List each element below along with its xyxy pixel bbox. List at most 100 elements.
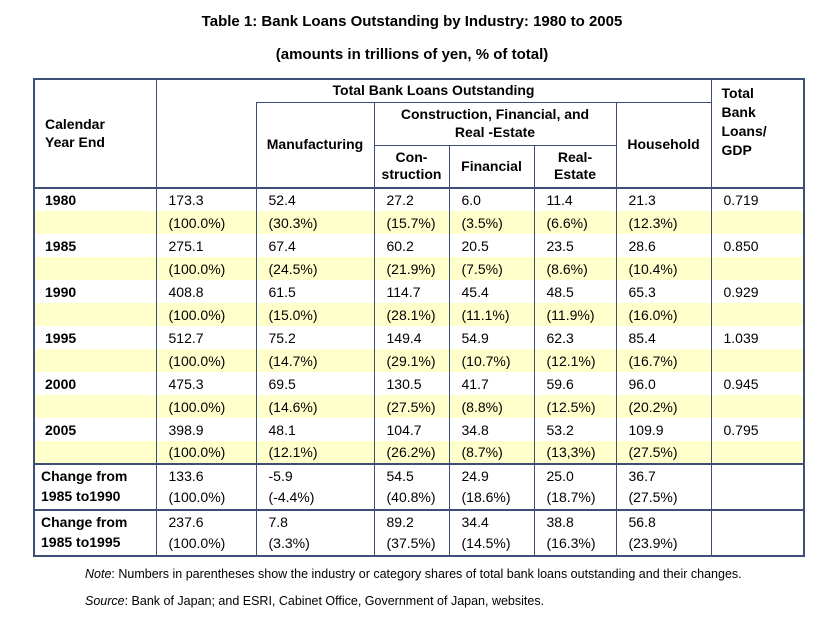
- table-cell: 6.0: [448, 188, 535, 211]
- table-row-1990-values: 1990 408.8 61.5 114.7 45.4 48.5 65.3 0.9…: [33, 280, 805, 303]
- table-cell: 130.5: [373, 372, 450, 395]
- table-cell: 24.9 (18.6%): [448, 463, 535, 510]
- header-financial: Financial: [448, 144, 535, 189]
- table-cell: (21.9%): [373, 257, 450, 280]
- year-cell: [33, 395, 157, 418]
- table-cell: (100.0%): [155, 441, 257, 464]
- table-cell: (27.5%): [615, 441, 712, 464]
- page-subtitle: (amounts in trillions of yen, % of total…: [275, 46, 549, 63]
- source-label: Source: [85, 594, 125, 608]
- table-cell: -5.9 (-4.4%): [255, 463, 375, 510]
- table-cell: 109.9: [615, 418, 712, 441]
- table-cell: (12.5%): [533, 395, 617, 418]
- table-cell: (8.6%): [533, 257, 617, 280]
- year-cell: 1990: [33, 280, 157, 303]
- table-cell: (29.1%): [373, 349, 450, 372]
- bank-loans-table: Calendar Year End Total Bank Loans Outst…: [33, 78, 805, 557]
- table-row-1985-shares: (100.0%) (24.5%) (21.9%) (7.5%) (8.6%) (…: [33, 257, 805, 280]
- table-note: Note: Numbers in parentheses show the in…: [85, 567, 824, 581]
- table-cell: 114.7: [373, 280, 450, 303]
- year-cell: [33, 257, 157, 280]
- table-cell: 62.3: [533, 326, 617, 349]
- table-cell: (26.2%): [373, 441, 450, 464]
- header-construction-financial-real-estate: Construction, Financial, and Real -Estat…: [373, 101, 617, 146]
- table-cell: 28.6: [615, 234, 712, 257]
- table-row-1995-shares: (100.0%) (14.7%) (29.1%) (10.7%) (12.1%)…: [33, 349, 805, 372]
- table-cell: (12.1%): [255, 441, 375, 464]
- table-cell: (16.0%): [615, 303, 712, 326]
- table-row-1985-values: 1985 275.1 67.4 60.2 20.5 23.5 28.6 0.85…: [33, 234, 805, 257]
- table-cell: (10.7%): [448, 349, 535, 372]
- table-row-2000-values: 2000 475.3 69.5 130.5 41.7 59.6 96.0 0.9…: [33, 372, 805, 395]
- table-cell: 36.7 (27.5%): [615, 463, 712, 510]
- table-cell: 0.850: [710, 234, 805, 257]
- table-cell: (7.5%): [448, 257, 535, 280]
- year-cell: [33, 303, 157, 326]
- table-cell: 275.1: [155, 234, 257, 257]
- table-cell: 1.039: [710, 326, 805, 349]
- table-row-change-1985-1995: Change from 1985 to1995 237.6 (100.0%) 7…: [33, 509, 805, 556]
- table-cell: 85.4: [615, 326, 712, 349]
- header-row-3: Con- struction Financial Real- Estate: [34, 144, 804, 189]
- table-cell: (30.3%): [255, 211, 375, 234]
- table-cell: 0.719: [710, 188, 805, 211]
- table-cell: 75.2: [255, 326, 375, 349]
- header-row-2: Manufacturing Construction, Financial, a…: [34, 101, 804, 189]
- table-cell: (16.7%): [615, 349, 712, 372]
- header-calendar-year-end: Calendar Year End: [33, 78, 157, 189]
- table-cell: 61.5: [255, 280, 375, 303]
- year-cell: 2000: [33, 372, 157, 395]
- table-cell: (12.3%): [615, 211, 712, 234]
- table-cell: 0.945: [710, 372, 805, 395]
- table-cell: [710, 441, 805, 464]
- year-cell: 1995: [33, 326, 157, 349]
- table-row-2005-shares: (100.0%) (12.1%) (26.2%) (8.7%) (13,3%) …: [33, 441, 805, 464]
- note-label: Note: [85, 567, 112, 581]
- table-cell: (12.1%): [533, 349, 617, 372]
- header-real-estate: Real- Estate: [533, 144, 617, 189]
- table-cell: 34.8: [448, 418, 535, 441]
- table-cell: [710, 211, 805, 234]
- table-row-change-1985-1990: Change from 1985 to1990 133.6 (100.0%) -…: [33, 463, 805, 510]
- table-cell: 104.7: [373, 418, 450, 441]
- table-cell: 133.6 (100.0%): [155, 463, 257, 510]
- table-cell: (14.6%): [255, 395, 375, 418]
- change-row-label: Change from 1985 to1995: [33, 509, 157, 556]
- table-cell: 67.4: [255, 234, 375, 257]
- table-cell: (15.0%): [255, 303, 375, 326]
- table-row-2005-values: 2005 398.9 48.1 104.7 34.8 53.2 109.9 0.…: [33, 418, 805, 441]
- table-cell: [710, 395, 805, 418]
- page-title: Table 1: Bank Loans Outstanding by Indus…: [201, 13, 623, 30]
- header-construction: Con- struction: [373, 144, 450, 189]
- table-cell: [710, 463, 805, 510]
- table-cell: (24.5%): [255, 257, 375, 280]
- table-cell: 149.4: [373, 326, 450, 349]
- table-cell: (10.4%): [615, 257, 712, 280]
- table-cell: 237.6 (100.0%): [155, 509, 257, 556]
- table-cell: 173.3: [155, 188, 257, 211]
- table-cell: 56.8 (23.9%): [615, 509, 712, 556]
- header-row-1: Calendar Year End Total Bank Loans Outst…: [33, 78, 805, 189]
- table-cell: 408.8: [155, 280, 257, 303]
- table-cell: 0.929: [710, 280, 805, 303]
- table-cell: 27.2: [373, 188, 450, 211]
- table-cell: 21.3: [615, 188, 712, 211]
- table-cell: 59.6: [533, 372, 617, 395]
- year-cell: 1985: [33, 234, 157, 257]
- table-cell: 65.3: [615, 280, 712, 303]
- table-cell: (8.8%): [448, 395, 535, 418]
- table-cell: 34.4 (14.5%): [448, 509, 535, 556]
- table-cell: [710, 509, 805, 556]
- table-cell: 23.5: [533, 234, 617, 257]
- table-cell: [710, 303, 805, 326]
- table-cell: [710, 349, 805, 372]
- table-cell: (100.0%): [155, 395, 257, 418]
- table-cell: (11.9%): [533, 303, 617, 326]
- table-cell: (28.1%): [373, 303, 450, 326]
- table-cell: 25.0 (18.7%): [533, 463, 617, 510]
- table-cell: 60.2: [373, 234, 450, 257]
- table-cell: 48.1: [255, 418, 375, 441]
- table-row-2000-shares: (100.0%) (14.6%) (27.5%) (8.8%) (12.5%) …: [33, 395, 805, 418]
- table-cell: (3.5%): [448, 211, 535, 234]
- table-row-1990-shares: (100.0%) (15.0%) (28.1%) (11.1%) (11.9%)…: [33, 303, 805, 326]
